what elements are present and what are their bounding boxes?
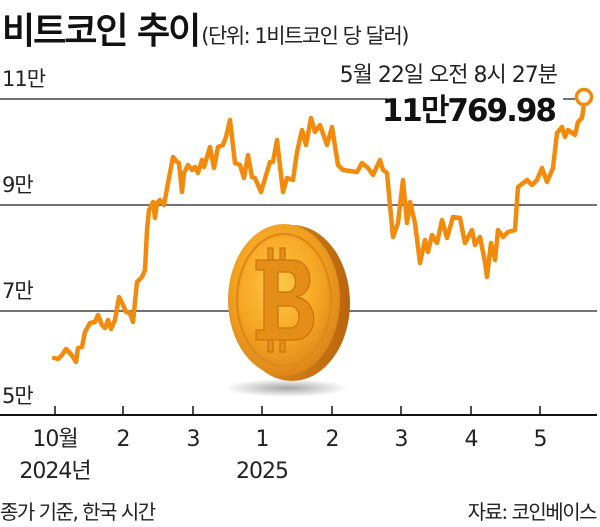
x-tick-label: 3 xyxy=(395,427,408,452)
x-tick-label: 5 xyxy=(534,427,547,452)
annotation-datetime: 5월 22일 오전 8시 27분 xyxy=(340,63,558,88)
x-tick-label: 10월 xyxy=(32,427,77,452)
annotation-value: 11만769.98 xyxy=(382,93,556,129)
x-tick-label: 2 xyxy=(117,427,130,452)
latest-point-marker xyxy=(574,87,594,107)
y-tick-label: 9만 xyxy=(2,173,33,197)
x-year-label: 2024년 xyxy=(19,459,90,484)
x-axis: 10월 2 3 1 2 3 4 5 2024년 2025 xyxy=(0,406,597,484)
bitcoin-coin-icon xyxy=(225,224,350,397)
price-line xyxy=(51,101,587,365)
x-tick-label: 3 xyxy=(187,427,200,452)
chart-title-row: 비트코인 추이(단위: 1비트코인 당 달러) xyxy=(2,2,409,54)
y-tick-label: 11만 xyxy=(2,67,46,91)
y-axis-labels: 11만 9만 7만 5만 xyxy=(2,67,47,408)
footnote: 종가 기준, 한국 시간 xyxy=(0,500,156,524)
x-tick-label: 2 xyxy=(326,427,339,452)
chart-title: 비트코인 추이 xyxy=(2,11,201,52)
chart-unit-subtitle: (단위: 1비트코인 당 달러) xyxy=(201,24,409,48)
y-tick-label: 7만 xyxy=(2,279,33,303)
x-tick-label: 4 xyxy=(465,427,478,452)
x-year-label: 2025 xyxy=(236,459,288,484)
x-tick-label: 1 xyxy=(256,427,269,452)
source-credit: 자료: 코인베이스 xyxy=(467,500,598,524)
y-tick-label: 5만 xyxy=(2,384,33,408)
